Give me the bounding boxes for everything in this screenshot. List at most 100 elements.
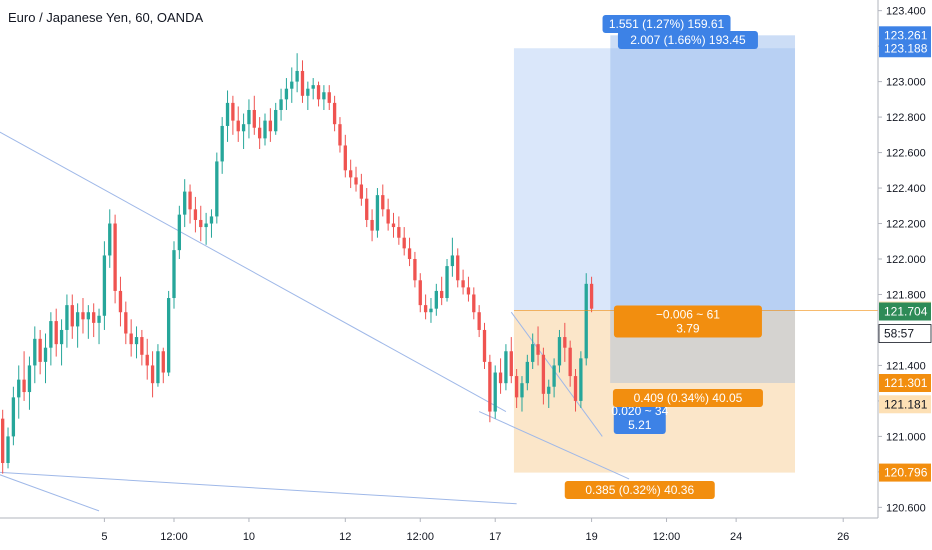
time-tick-label: 12:00 xyxy=(160,531,188,543)
time-tick-label: 26 xyxy=(837,531,849,543)
candle-body xyxy=(220,125,224,162)
trendline-3 xyxy=(478,411,630,480)
position-1-stop-label: 0.385 (0.32%) 40.36 xyxy=(564,481,715,499)
axis-tag-bg xyxy=(879,395,931,414)
candle-body xyxy=(59,329,64,345)
candle-body xyxy=(434,290,438,309)
position-2-target-label-text: 2.007 (1.66%) 193.45 xyxy=(630,33,746,47)
candle-body xyxy=(504,351,508,384)
axis-tag-bg xyxy=(879,39,931,58)
candle-body xyxy=(488,361,492,412)
candle-body xyxy=(402,237,406,249)
candle-body xyxy=(108,223,112,256)
candle-body xyxy=(6,436,10,464)
position-1-stop-label-text: 0.385 (0.32%) 40.36 xyxy=(585,483,694,497)
candle-body xyxy=(300,70,305,96)
price-tick-label: 120.600 xyxy=(886,502,926,514)
candle-body xyxy=(584,283,588,359)
candle-body xyxy=(322,92,326,100)
position-1-target-label-bg xyxy=(602,15,731,33)
candle-body xyxy=(316,85,321,100)
candle-body xyxy=(391,223,396,228)
candle-body xyxy=(22,379,26,393)
candle-body xyxy=(306,88,310,96)
candle-body xyxy=(241,124,246,132)
candle-body xyxy=(547,386,551,394)
candle-body xyxy=(386,209,390,224)
candle-body xyxy=(113,223,117,291)
candle-body xyxy=(177,214,182,251)
candle-body xyxy=(456,255,460,281)
price-tick-label: 121.400 xyxy=(886,360,926,372)
axis-tag-121.704: 121.704 xyxy=(879,302,931,321)
candle-body xyxy=(472,294,476,313)
candle-body xyxy=(589,283,594,309)
candle-body xyxy=(49,321,53,348)
candle-body xyxy=(466,287,471,295)
position-2-ratio-label-bg xyxy=(613,402,666,434)
price-tick-label: 121.800 xyxy=(886,289,926,301)
candle-body xyxy=(520,383,524,398)
candle-body xyxy=(27,365,32,393)
candle-body xyxy=(445,266,449,299)
candle-body xyxy=(343,145,347,171)
candle-body xyxy=(563,337,567,348)
candle-body xyxy=(183,191,187,215)
candle-body xyxy=(134,337,139,345)
candle-body xyxy=(573,376,578,401)
axis-tag-bg xyxy=(879,463,931,482)
time-tick-label: 12:00 xyxy=(653,531,681,543)
position-2-ratio-label-text: 0.020 ~ 34 xyxy=(611,404,668,418)
candle-body xyxy=(568,347,572,377)
candle-body xyxy=(204,223,208,228)
candle-body xyxy=(332,102,337,125)
chart-title: Euro / Japanese Yen, 60, OANDA xyxy=(8,10,204,25)
candle-body xyxy=(75,312,80,327)
candle-body xyxy=(381,195,385,210)
axis-tag-123.188: 123.188 xyxy=(879,39,931,58)
candle-body xyxy=(193,209,198,220)
candle-body xyxy=(86,312,90,320)
candle-body xyxy=(482,329,487,362)
current-pl-label-text: −0.006 ~ 61 xyxy=(656,307,720,321)
price-tick-label: 122.600 xyxy=(886,148,926,160)
candle-body xyxy=(161,351,165,373)
candle-body xyxy=(118,290,123,313)
candle-body xyxy=(365,198,369,220)
position-2-target-label: 2.007 (1.66%) 193.45 xyxy=(617,31,758,49)
position-1-stop-label-bg xyxy=(564,481,715,499)
trendline-1 xyxy=(0,471,517,505)
time-tick-label: 10 xyxy=(243,531,255,543)
axis-tag-bg xyxy=(879,374,931,393)
candle-body xyxy=(65,305,69,330)
candle-body xyxy=(17,379,21,398)
price-tick-label: 122.000 xyxy=(886,254,926,266)
price-tick-label: 123.000 xyxy=(886,77,926,89)
candle-body xyxy=(541,354,546,394)
axis-tag-58:57: 58:57 xyxy=(878,324,932,343)
trendline-0 xyxy=(0,131,507,412)
candle-body xyxy=(81,312,85,320)
candle-body xyxy=(150,365,155,384)
time-tick-label: 19 xyxy=(585,531,597,543)
candle-body xyxy=(514,376,519,398)
position-2-stop-label: 0.409 (0.34%) 40.05 xyxy=(612,389,763,407)
trendline-2 xyxy=(0,474,100,512)
candle-body xyxy=(274,109,278,132)
position-1-target-zone xyxy=(513,48,796,311)
time-tick-label: 24 xyxy=(730,531,742,543)
current-pl-label-text: 3.79 xyxy=(676,321,700,335)
candle-body xyxy=(247,109,251,125)
candle-body xyxy=(268,120,273,132)
candle-body xyxy=(349,170,353,178)
candle-body xyxy=(145,354,149,366)
candle-body xyxy=(423,305,428,313)
position-2-stop-label-bg xyxy=(612,389,763,407)
candle-body xyxy=(166,298,171,373)
candle-body xyxy=(413,259,417,281)
candle-body xyxy=(102,255,107,316)
candle-body xyxy=(252,109,256,128)
candle-body xyxy=(284,88,289,100)
